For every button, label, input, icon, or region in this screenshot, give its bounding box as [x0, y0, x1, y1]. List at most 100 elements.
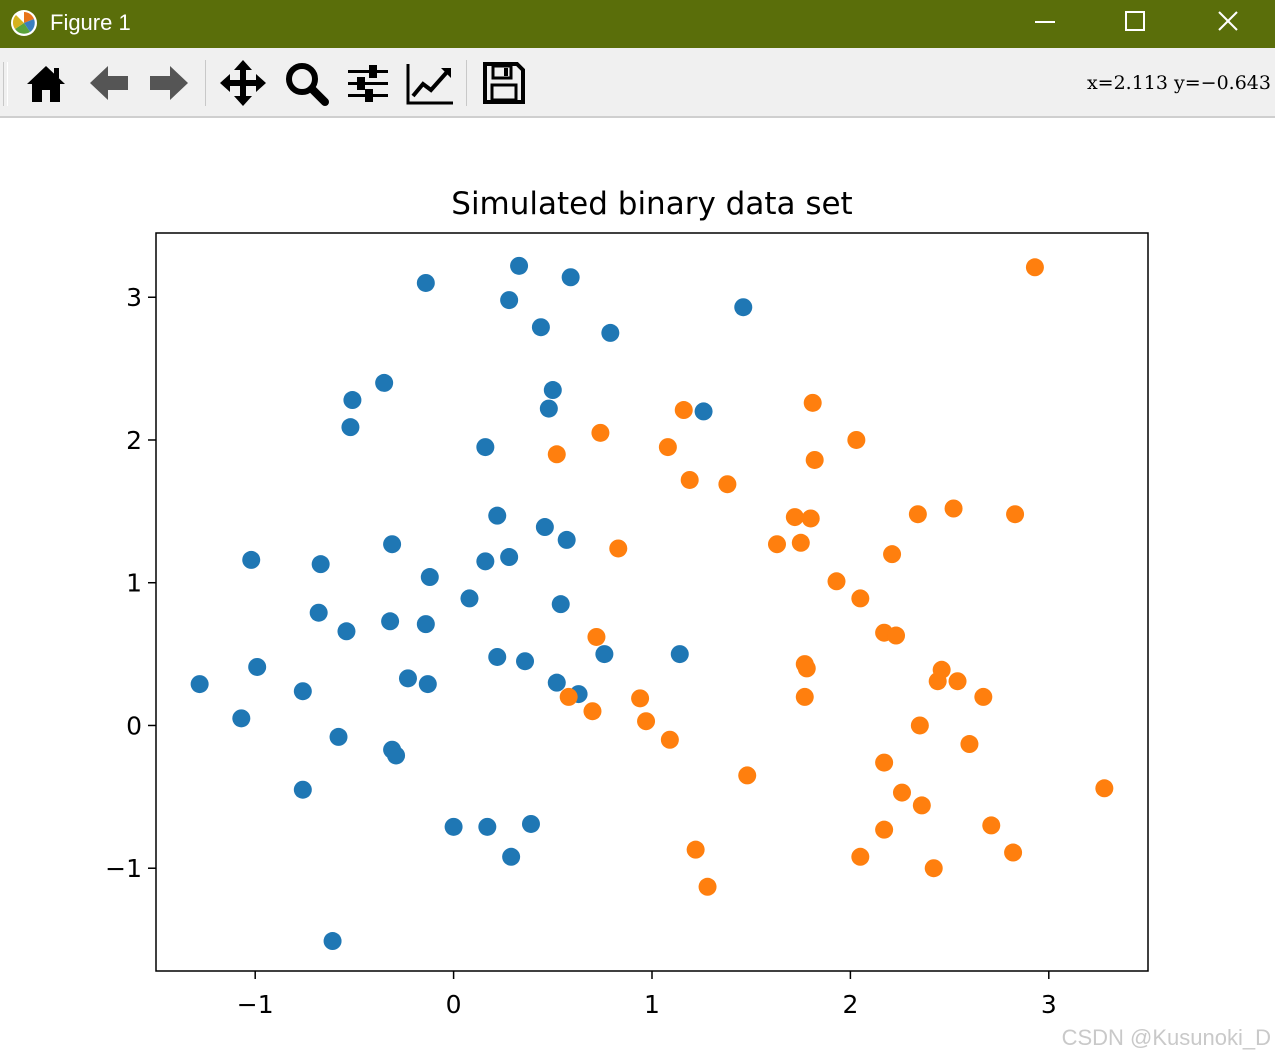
sliders-icon: [348, 65, 388, 102]
plot-area-background: [156, 233, 1148, 971]
watermark: CSDN @Kusunoki_D: [1061, 1025, 1271, 1050]
data-point-series-0-25: [476, 438, 495, 457]
data-point-series-1-46: [1004, 843, 1023, 862]
app-icon: [11, 10, 37, 36]
data-point-series-1-28: [851, 847, 870, 866]
data-point-series-0-28: [488, 506, 507, 525]
toolbar-grip[interactable]: [3, 62, 8, 106]
scatter-points-layer: [190, 256, 1114, 951]
data-point-series-0-48: [694, 402, 713, 421]
data-point-series-1-4: [591, 423, 610, 442]
close-button[interactable]: [1198, 0, 1258, 48]
data-point-series-0-12: [343, 391, 362, 410]
data-point-series-1-49: [1095, 779, 1114, 798]
data-point-series-0-41: [551, 595, 570, 614]
data-point-series-0-1: [232, 709, 251, 728]
x-tick-label: 1: [644, 990, 660, 1019]
data-point-series-1-12: [686, 840, 705, 859]
window-title: Figure 1: [50, 10, 131, 35]
y-tick-label: 1: [126, 569, 142, 598]
data-point-series-1-9: [660, 730, 679, 749]
data-point-series-1-48: [1025, 258, 1044, 277]
data-point-series-1-24: [805, 450, 824, 469]
data-point-series-1-47: [1006, 505, 1025, 524]
data-point-series-0-42: [557, 530, 576, 549]
data-point-series-0-49: [734, 298, 753, 317]
pan-button[interactable]: [218, 58, 268, 108]
data-point-series-1-20: [795, 687, 814, 706]
data-point-series-0-0: [190, 675, 209, 694]
x-tick-label: −1: [237, 990, 274, 1019]
data-point-series-0-21: [418, 675, 437, 694]
maximize-button[interactable]: [1105, 0, 1165, 48]
data-point-series-1-45: [982, 816, 1001, 835]
back-button[interactable]: [84, 58, 134, 108]
data-point-series-1-33: [887, 626, 906, 645]
data-point-series-1-14: [718, 475, 737, 494]
data-point-series-0-43: [561, 268, 580, 287]
x-tick-label: 3: [1041, 990, 1057, 1019]
data-point-series-0-37: [535, 518, 554, 537]
data-point-series-1-38: [924, 859, 943, 878]
data-point-series-0-5: [293, 780, 312, 799]
navigation-toolbar: x=2.113 y=−0.643: [0, 48, 1275, 118]
data-point-series-0-35: [521, 814, 540, 833]
data-point-series-0-23: [444, 817, 463, 836]
zoom-button[interactable]: [281, 58, 331, 108]
edit-axis-button[interactable]: [405, 58, 455, 108]
data-point-series-1-13: [698, 877, 717, 896]
data-point-series-1-10: [674, 401, 693, 420]
data-point-series-1-18: [791, 533, 810, 552]
data-point-series-0-19: [416, 273, 435, 292]
data-point-series-1-11: [680, 470, 699, 489]
data-point-series-1-31: [875, 820, 894, 839]
magnifier-icon: [286, 63, 329, 106]
data-point-series-0-46: [601, 323, 620, 342]
data-point-series-0-34: [516, 652, 535, 671]
data-point-series-0-45: [595, 645, 614, 664]
data-point-series-1-40: [932, 660, 951, 679]
data-point-series-0-6: [309, 603, 328, 622]
toolbar-separator: [205, 60, 206, 106]
data-point-series-1-17: [785, 508, 804, 527]
home-button[interactable]: [21, 58, 71, 108]
data-point-series-1-26: [847, 430, 866, 449]
data-point-series-1-30: [875, 753, 894, 772]
arrow-left-icon: [90, 66, 128, 100]
minimize-button[interactable]: [1015, 0, 1075, 48]
data-point-series-1-27: [851, 589, 870, 608]
data-point-series-0-14: [381, 612, 400, 631]
data-point-series-1-5: [609, 539, 628, 558]
data-point-series-0-16: [383, 535, 402, 554]
toolbar-separator: [466, 60, 467, 106]
cursor-coordinates: x=2.113 y=−0.643: [1086, 72, 1271, 94]
data-point-series-0-13: [375, 373, 394, 392]
x-tick-label: 2: [842, 990, 858, 1019]
data-point-series-0-24: [460, 589, 479, 608]
y-tick-label: 3: [126, 283, 142, 312]
save-button[interactable]: [479, 58, 529, 108]
data-point-series-0-22: [420, 568, 439, 587]
data-point-series-1-3: [587, 627, 606, 646]
data-point-series-1-15: [738, 766, 757, 785]
data-point-series-1-34: [892, 783, 911, 802]
x-tick-label: 0: [446, 990, 462, 1019]
chart-title: Simulated binary data set: [451, 186, 853, 222]
data-point-series-0-29: [488, 647, 507, 666]
forward-button[interactable]: [144, 58, 194, 108]
window-titlebar[interactable]: Figure 1: [0, 0, 1275, 48]
plot-frame: [155, 232, 1149, 972]
arrow-right-icon: [150, 66, 188, 100]
data-point-series-1-6: [631, 689, 650, 708]
axis-ticks-layer: −1 0 1 2 3 −1 0 1 2 3: [105, 283, 1057, 1019]
data-point-series-1-8: [658, 438, 677, 457]
data-point-series-1-25: [827, 572, 846, 591]
configure-subplots-button[interactable]: [343, 58, 393, 108]
data-point-series-1-7: [637, 712, 656, 731]
data-point-series-0-47: [670, 645, 689, 664]
data-point-series-1-43: [960, 735, 979, 754]
data-point-series-0-32: [502, 847, 521, 866]
maximize-icon: [1125, 11, 1145, 31]
y-tick-label: 2: [126, 426, 142, 455]
